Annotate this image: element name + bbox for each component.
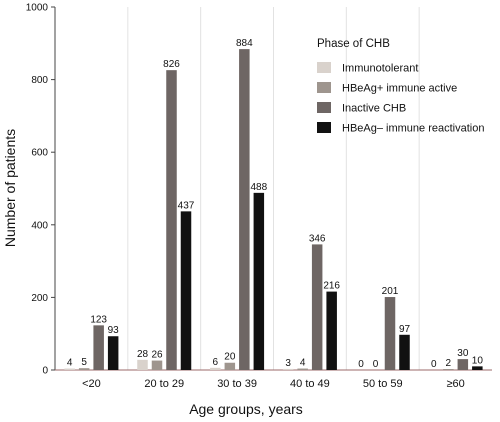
bar [180, 211, 192, 370]
bar-data-label: 123 [90, 314, 107, 325]
bar [78, 368, 90, 370]
legend-swatch [317, 82, 331, 93]
bar [253, 192, 265, 370]
y-tick-label: 400 [31, 220, 48, 231]
bar-data-label: 0 [373, 359, 379, 370]
bar-data-label: 10 [472, 355, 484, 366]
x-tick-label: 30 to 39 [217, 378, 257, 390]
x-tick-label: 20 to 29 [144, 378, 184, 390]
y-tick-label: 800 [31, 75, 48, 86]
bar-data-label: 346 [309, 233, 326, 244]
bar-data-label: 4 [67, 358, 73, 369]
bar [107, 336, 119, 370]
group-separators [127, 7, 420, 370]
bar [224, 362, 236, 370]
y-tick-label: 0 [42, 366, 48, 377]
y-tick-label: 200 [31, 293, 48, 304]
bar-data-label: 437 [178, 200, 195, 211]
legend-swatch [317, 122, 331, 133]
bar-data-label: 97 [399, 324, 411, 335]
bar [210, 367, 221, 370]
bar [443, 369, 454, 370]
bar-data-label: 201 [382, 286, 399, 297]
bar [239, 49, 250, 370]
bars [64, 49, 483, 371]
bar-data-label: 4 [300, 358, 306, 369]
bar-data-label: 488 [250, 182, 267, 193]
y-tick-label: 1000 [26, 3, 49, 14]
bar-data-label: 216 [323, 281, 340, 292]
bar [472, 366, 483, 370]
x-tick-label: <20 [82, 378, 101, 390]
bar [282, 368, 294, 370]
legend-entry-label: Inactive CHB [342, 103, 406, 115]
legend: Phase of CHB Immunotolerant HBeAg+ immune… [317, 38, 484, 135]
bar-data-label: 0 [358, 359, 364, 370]
bar-data-label: 826 [163, 59, 180, 70]
bar-data-label: 20 [224, 352, 236, 363]
bar [93, 325, 104, 370]
bar [137, 359, 148, 370]
bar-data-label: 0 [431, 359, 437, 370]
bar [297, 368, 308, 370]
x-tick-label: 40 to 49 [290, 378, 330, 390]
x-tick-label: 50 to 59 [363, 378, 403, 390]
y-tick-label: 600 [31, 148, 48, 159]
y-axis-title: Number of patients [2, 129, 18, 247]
legend-title: Phase of CHB [317, 38, 390, 50]
bar [326, 291, 337, 370]
bar-data-label: 30 [457, 348, 469, 359]
bar [151, 360, 163, 370]
legend-swatch [317, 102, 331, 113]
legend-swatch [317, 62, 331, 73]
bar [311, 244, 323, 370]
legend-entry-label: Immunotolerant [342, 63, 418, 75]
bar-data-label: 26 [151, 350, 163, 361]
x-axis-labels: <20 20 to 29 30 to 39 40 to 49 50 to 59 ≥60 [82, 378, 465, 390]
x-axis-title: Age groups, years [189, 401, 303, 417]
bar [399, 334, 410, 370]
bar [166, 70, 177, 371]
bar-data-label: 5 [81, 357, 87, 368]
bar-data-label: 3 [285, 358, 291, 369]
bar [457, 359, 469, 370]
legend-entry-label: HBeAg– immune reactivation [342, 123, 484, 135]
bar [64, 368, 75, 370]
bar-data-label: 884 [236, 38, 253, 49]
x-tick-label: ≥60 [446, 378, 464, 390]
bar-data-label: 93 [108, 325, 120, 336]
bar-data-label: 6 [213, 357, 219, 368]
bar-data-label: 2 [446, 358, 452, 369]
bar-data-label: 28 [137, 349, 149, 360]
bar [384, 297, 396, 370]
legend-entry-label: HBeAg+ immune active [342, 83, 457, 95]
